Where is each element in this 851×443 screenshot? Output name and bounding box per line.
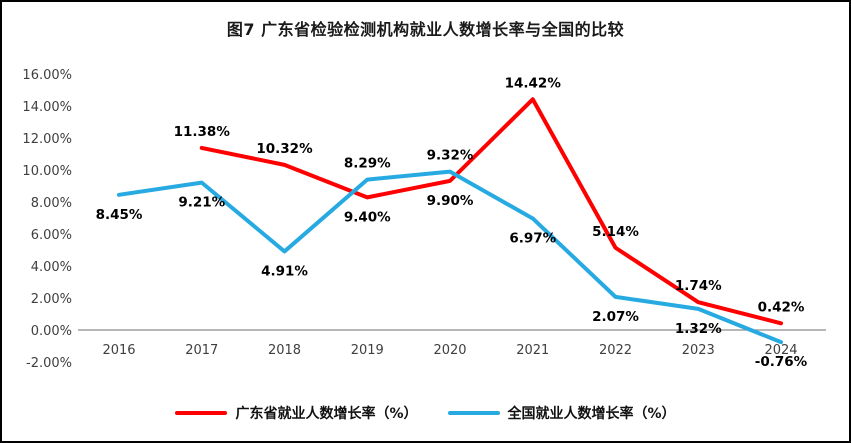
data-label-guangdong: 5.14% [592,224,639,240]
data-label-guangdong: 9.32% [427,148,474,164]
y-axis-tick-label: 4.00% [31,260,72,275]
data-label-national: 9.90% [427,193,474,209]
legend-label-national: 全国就业人数增长率（%） [507,406,676,422]
guangdong-growth-line [199,97,783,326]
x-axis-tick-label: 2022 [599,343,632,358]
legend-label-guangdong: 广东省就业人数增长率（%） [235,406,418,422]
national-growth-line [117,169,783,345]
data-label-guangdong: 10.32% [256,141,313,157]
data-label-national: 6.97% [509,230,556,246]
chart-legend: 广东省就业人数增长率（%） 全国就业人数增长率（%） [2,403,849,423]
data-label-national: 2.07% [592,309,639,325]
data-label-national: 8.45% [96,207,143,223]
chart-title: 图7 广东省检验检测机构就业人数增长率与全国的比较 [226,20,625,39]
data-label-national: 9.40% [344,209,391,225]
y-axis-tick-label: 8.00% [31,196,72,211]
data-label-national: 4.91% [261,263,308,279]
x-axis-tick-label: 2023 [682,343,715,358]
y-axis-tick-label: 10.00% [22,164,72,179]
data-label-guangdong: 0.42% [758,299,805,315]
data-label-guangdong: 14.42% [505,75,562,91]
x-axis-tick-label: 2016 [102,343,135,358]
x-axis-tick-label: 2024 [764,343,797,358]
x-axis-tick-label: 2019 [351,343,384,358]
data-label-guangdong: 1.74% [675,278,722,294]
legend-item-national: 全国就业人数增长率（%） [447,403,676,423]
data-label-national: 9.21% [178,195,225,211]
legend-swatch-guangdong-line [175,411,228,415]
y-axis-tick-label: 16.00% [22,68,72,83]
x-axis-tick-label: 2017 [185,343,218,358]
y-axis-tick-label: 12.00% [22,132,72,147]
data-label-national: 1.32% [675,321,722,337]
data-label-guangdong: 11.38% [174,124,231,140]
y-axis-tick-label: 2.00% [31,292,72,307]
y-axis-tick-label: 14.00% [22,100,72,115]
y-axis-tick-label: 0.00% [31,324,72,339]
data-label-national: -0.76% [755,354,808,370]
x-axis-tick-label: 2020 [433,343,466,358]
legend-swatch-national-line [447,411,500,415]
x-axis-tick-label: 2021 [516,343,549,358]
x-axis-tick-label: 2018 [268,343,301,358]
y-axis-tick-label: -2.00% [26,356,72,371]
y-axis-tick-label: 6.00% [31,228,72,243]
legend-item-guangdong: 广东省就业人数增长率（%） [175,403,418,423]
data-label-guangdong: 8.29% [344,156,391,172]
